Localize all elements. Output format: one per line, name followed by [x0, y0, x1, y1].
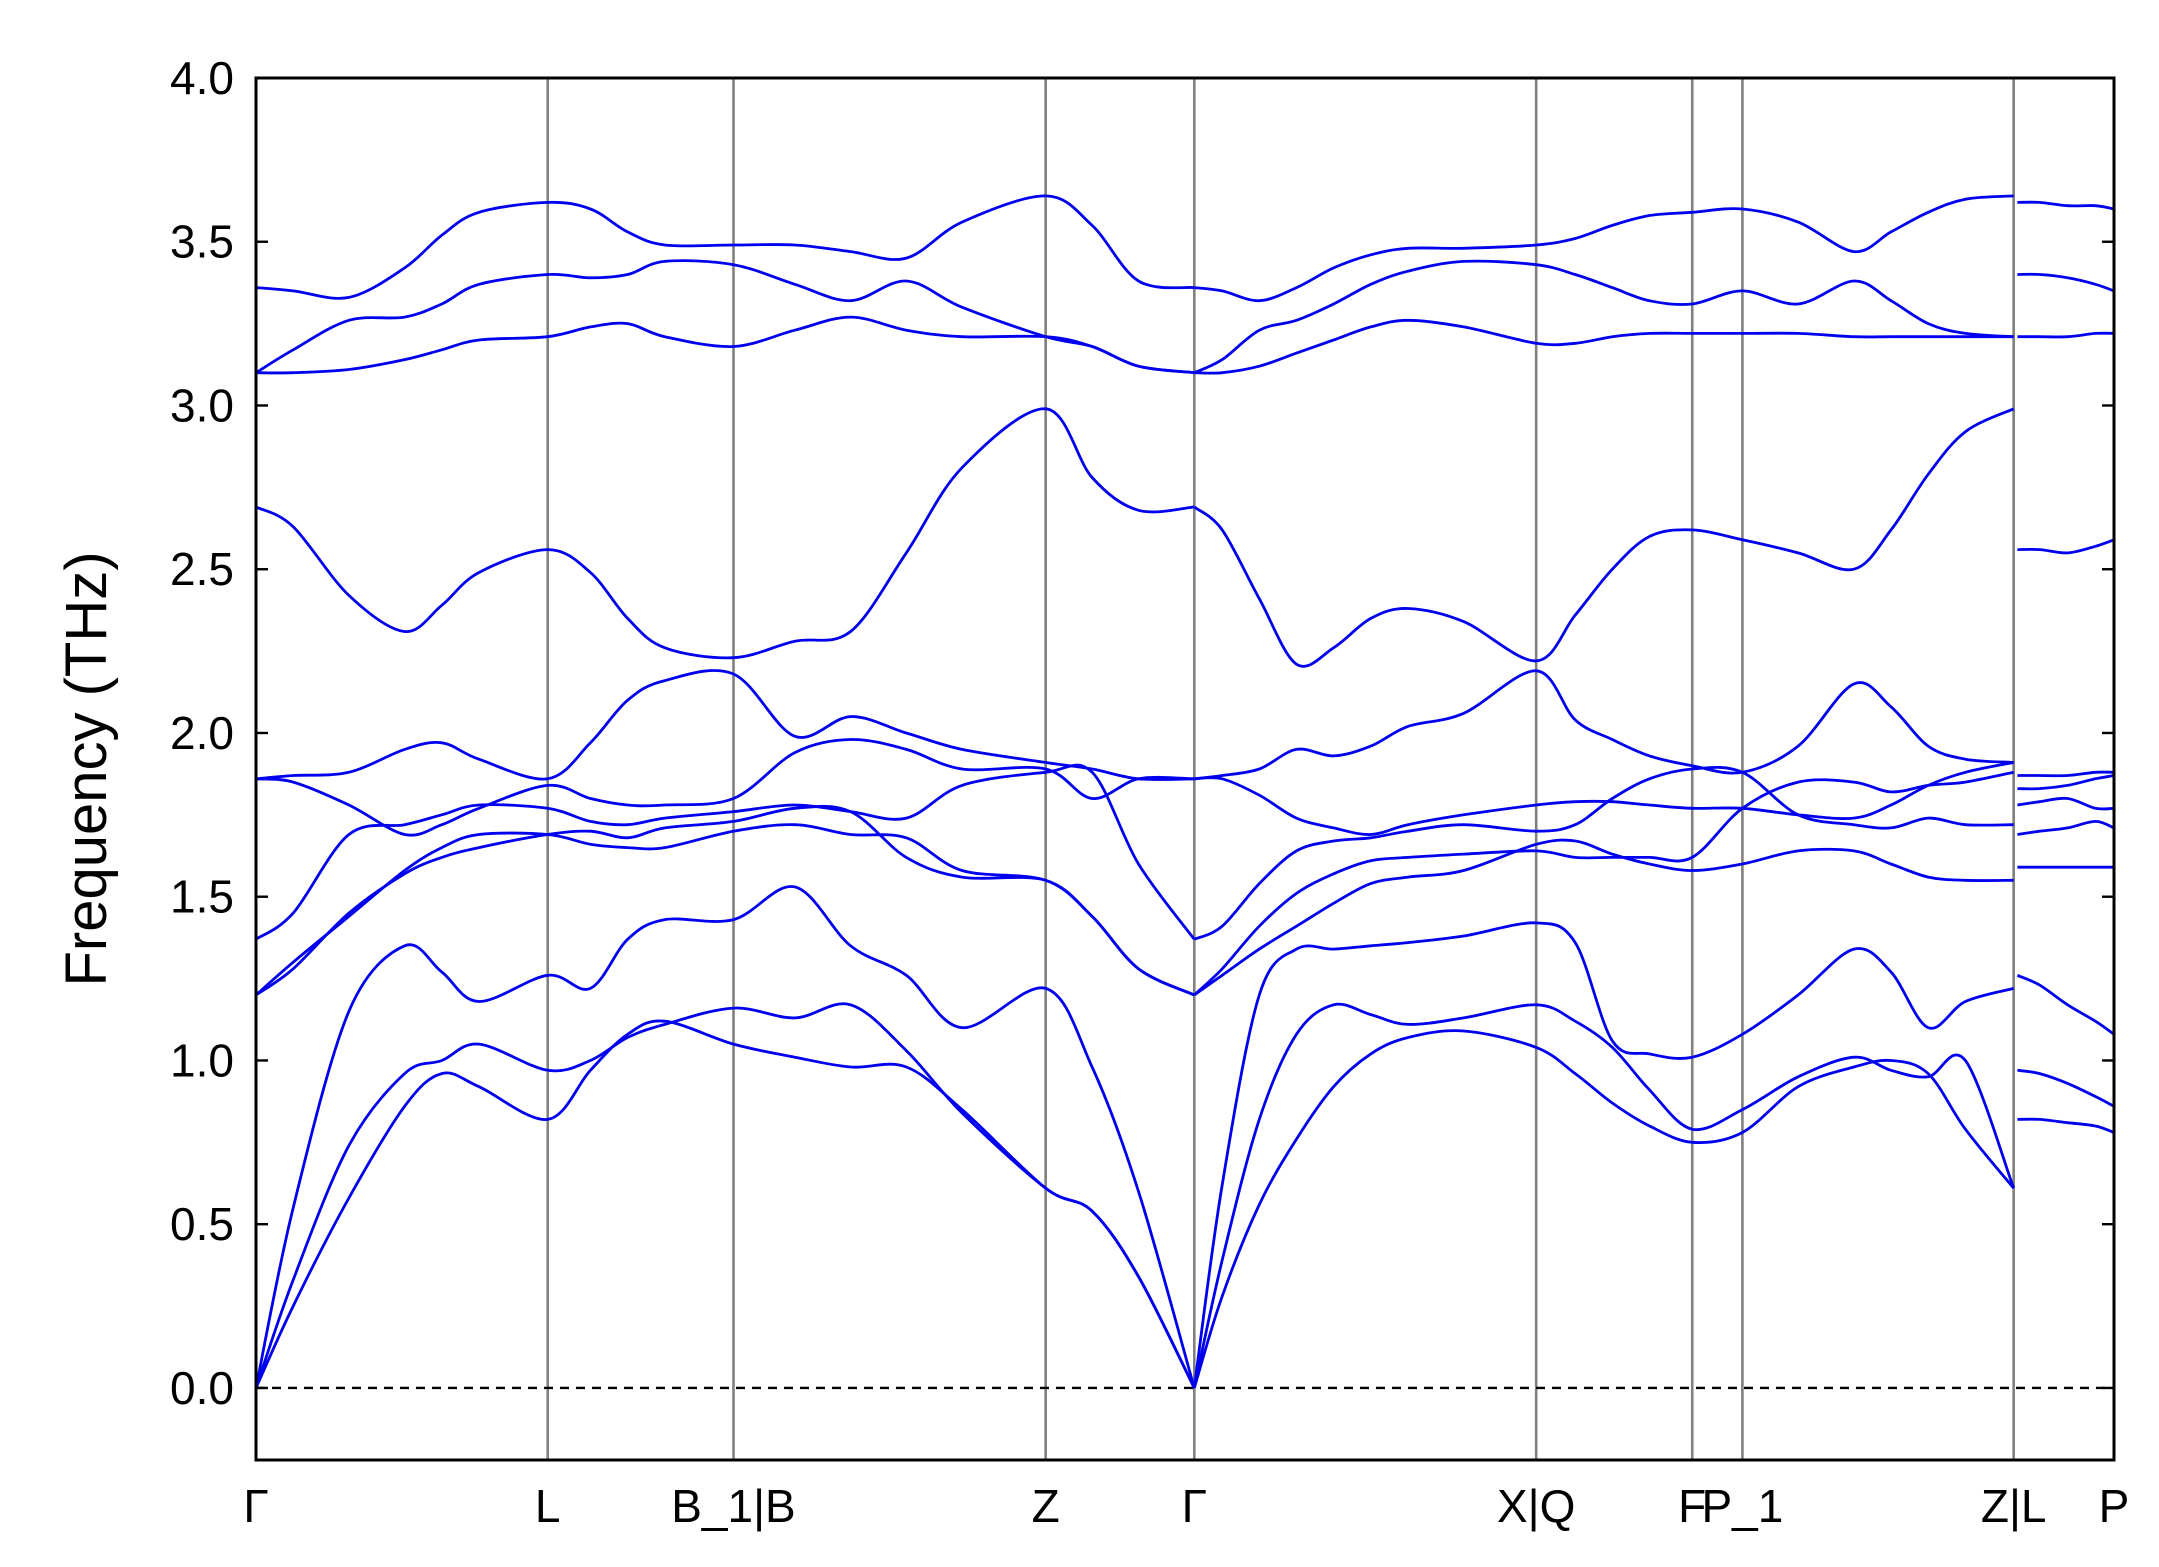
y-tick-label: 3.5: [170, 216, 234, 268]
y-tick-label: 3.0: [170, 379, 234, 431]
x-axis-ticks: Γ L B_1|B Z Γ X|Q FP_1 Z|L P: [243, 1480, 2129, 1532]
band-line: [1193, 407, 2015, 668]
band-line: [255, 259, 1195, 375]
band-line: [2017, 538, 2115, 555]
y-tick-label: 0.0: [170, 1362, 234, 1414]
y-tick-label: 1.5: [170, 871, 234, 923]
plot-frame: [254, 76, 2116, 1462]
y-tick-label: 1.0: [170, 1034, 234, 1086]
band-line: [2017, 770, 2115, 778]
x-tick-label: P: [2099, 1480, 2130, 1532]
band-line: [2017, 796, 2115, 811]
x-tick-label: Γ: [1182, 1480, 1207, 1532]
band-line: [255, 407, 1195, 660]
band-line: [254, 1002, 1196, 1389]
band-line: [2017, 820, 2115, 836]
band-line: [2017, 1117, 2115, 1134]
band-line: [255, 763, 1196, 941]
x-tick-label: P_1: [1701, 1480, 1783, 1532]
band-line: [2017, 774, 2115, 791]
band-line: [1193, 770, 2014, 997]
band-line: [2017, 331, 2115, 339]
y-tick-label: 0.5: [170, 1198, 234, 1250]
x-tick-label: Z: [1032, 1480, 1060, 1532]
band-line: [1192, 1029, 2015, 1389]
x-tick-label: X|Q: [1497, 1480, 1575, 1532]
band-line: [1194, 194, 2014, 303]
band-line: [254, 885, 1196, 1389]
band-line: [2016, 974, 2115, 1036]
y-axis-label: Frequency (THz): [54, 551, 119, 986]
x-tick-label: F: [1678, 1480, 1706, 1532]
x-tick-label: B_1|B: [671, 1480, 795, 1532]
x-tick-label: Z|L: [1981, 1480, 2047, 1532]
band-line: [254, 1019, 1196, 1389]
band-line: [255, 194, 1195, 300]
band-line: [2017, 272, 2115, 293]
band-line: [1193, 765, 2014, 941]
band-line: [2017, 1068, 2115, 1108]
y-tick-label: 4.0: [170, 52, 234, 104]
band-line: [1192, 1002, 2016, 1389]
band-line: [2017, 200, 2115, 211]
band-line: [255, 315, 1195, 375]
band-line: [1194, 669, 2014, 781]
band-line: [255, 804, 1195, 997]
band-line: [255, 669, 1195, 781]
band-line: [1193, 259, 2014, 374]
y-tick-label: 2.0: [170, 707, 234, 759]
band-line: [255, 823, 1195, 997]
x-tick-label: Γ: [243, 1480, 268, 1532]
band-line: [1192, 921, 2015, 1389]
y-axis-ticks: 0.0 0.5 1.0 1.5 2.0 2.5 3.0 3.5 4.0: [170, 52, 2114, 1414]
y-tick-label: 2.5: [170, 543, 234, 595]
x-tick-label: L: [535, 1480, 561, 1532]
band-line: [255, 738, 1195, 837]
band-line: [1193, 838, 2014, 997]
band-line: [1194, 318, 2014, 375]
phonon-bands: [254, 194, 2115, 1389]
band-line: [1194, 761, 2014, 836]
high-symmetry-lines: [546, 78, 2015, 1460]
